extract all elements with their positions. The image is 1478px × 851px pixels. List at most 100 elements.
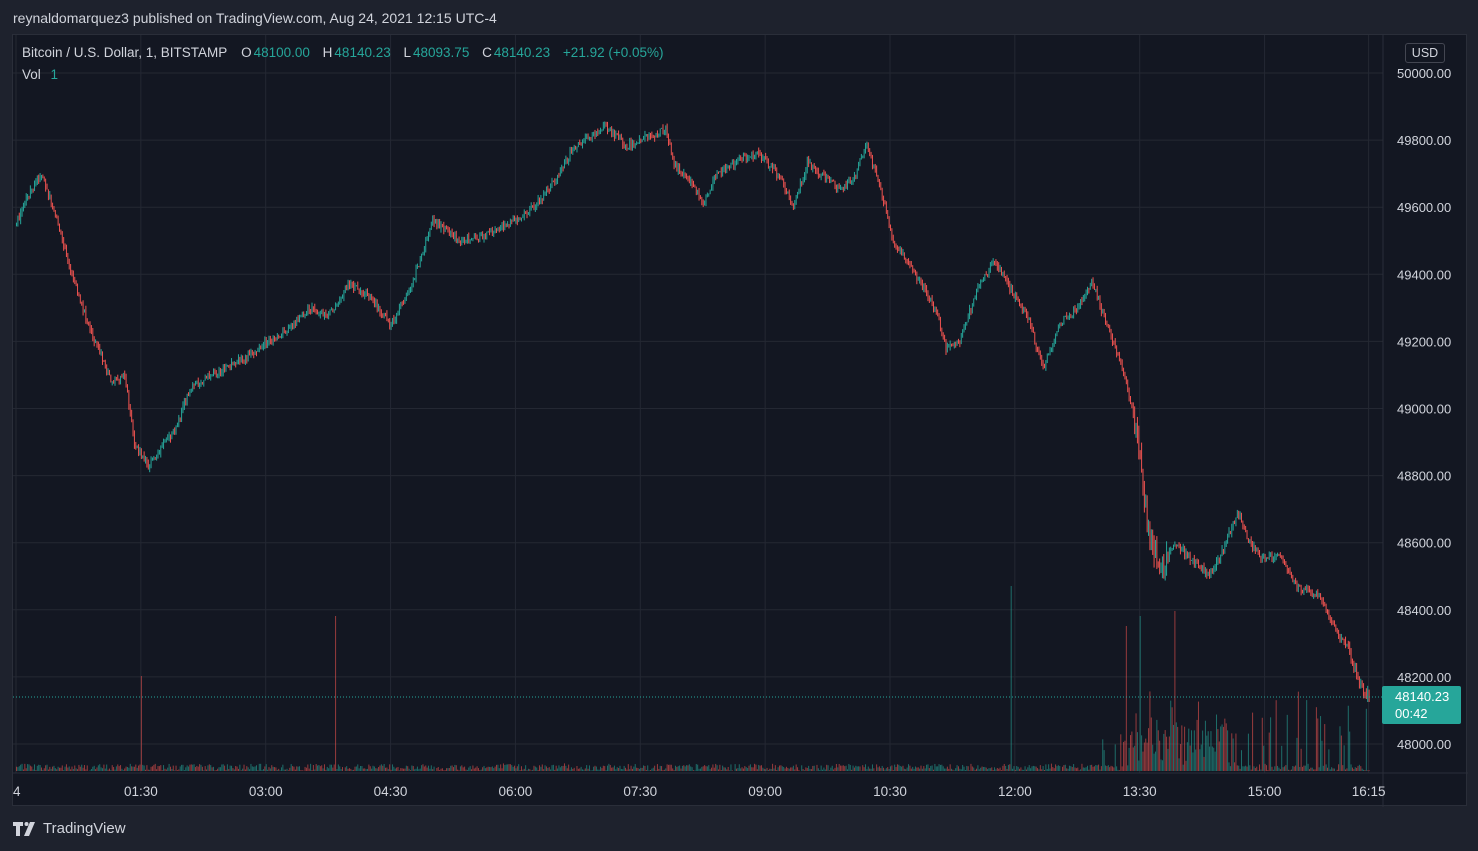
volume-bar xyxy=(432,769,434,771)
volume-bar xyxy=(572,768,574,771)
volume-bar xyxy=(1124,740,1126,771)
volume-bar xyxy=(787,767,789,771)
volume-bar xyxy=(777,767,779,771)
volume-bar xyxy=(81,764,83,771)
volume-bar xyxy=(673,770,675,771)
volume-bar xyxy=(1030,768,1032,771)
volume-bar xyxy=(694,770,696,771)
volume-bar xyxy=(711,767,713,771)
volume-bar xyxy=(823,767,825,771)
volume-bar xyxy=(107,769,109,771)
volume-bar xyxy=(1123,741,1125,771)
volume-bar xyxy=(1066,768,1068,771)
volume-bar xyxy=(203,770,205,771)
volume-bar xyxy=(537,769,539,771)
volume-bar xyxy=(856,766,858,771)
volume-bar xyxy=(350,768,352,771)
volume-bar xyxy=(749,764,751,771)
volume-bar xyxy=(196,765,198,771)
symbol-label[interactable]: Bitcoin / U.S. Dollar, 1, BITSTAMP xyxy=(22,45,228,60)
tradingview-brand[interactable]: TradingView xyxy=(13,820,126,837)
volume-bar xyxy=(311,770,313,771)
volume-bar xyxy=(891,765,893,771)
volume-bar xyxy=(582,769,584,771)
volume-bar xyxy=(1043,769,1045,771)
price-tick-label: 48000.00 xyxy=(1397,737,1451,752)
currency-button[interactable]: USD xyxy=(1405,43,1445,63)
volume-bar xyxy=(496,764,498,771)
volume-bar xyxy=(855,765,857,771)
volume-bar xyxy=(955,768,957,771)
volume-bar xyxy=(379,765,381,771)
candlestick-chart[interactable]: 48000.00 48200.00 48400.00 48600.00 48800.00… xyxy=(13,35,1468,807)
volume-bar xyxy=(1254,768,1256,771)
volume-bar xyxy=(873,768,875,771)
volume-bar xyxy=(1247,733,1249,771)
volume-bar xyxy=(887,767,889,771)
volume-bar xyxy=(1086,765,1088,771)
volume-bar xyxy=(686,765,688,771)
volume-bar xyxy=(670,764,672,771)
volume-bar xyxy=(211,767,213,771)
volume-bar xyxy=(394,768,396,771)
volume-bar xyxy=(269,768,271,771)
volume-bar xyxy=(629,769,631,771)
volume-bar xyxy=(1243,766,1245,771)
volume-bar xyxy=(419,768,421,771)
volume-bar xyxy=(1290,769,1292,771)
price-tick-label: 48400.00 xyxy=(1397,603,1451,618)
volume-bar xyxy=(505,764,507,771)
volume-bar xyxy=(501,768,503,771)
volume-bar xyxy=(342,767,344,771)
volume-bar xyxy=(1143,742,1145,771)
volume-bar xyxy=(78,764,80,771)
volume-bar xyxy=(364,768,366,771)
volume-bar xyxy=(758,764,760,771)
volume-bar xyxy=(894,764,896,771)
volume-bar xyxy=(275,767,277,771)
volume-bar xyxy=(529,769,531,771)
volume-bar xyxy=(355,766,357,771)
volume-bar xyxy=(348,768,350,771)
volume-bar xyxy=(1252,712,1254,771)
volume-bar xyxy=(436,767,438,771)
volume-bar xyxy=(669,764,671,771)
volume-bar xyxy=(1272,769,1274,771)
volume-bar xyxy=(79,766,81,771)
volume-bar xyxy=(1256,766,1258,771)
volume-bar xyxy=(547,768,549,771)
volume-bar xyxy=(46,764,48,771)
volume-bar xyxy=(527,768,529,771)
volume-bar xyxy=(447,768,449,771)
price-tick-label: 49400.00 xyxy=(1397,267,1451,282)
volume-legend[interactable]: Vol 1 xyxy=(22,67,67,82)
volume-bar xyxy=(67,767,69,771)
volume-bar xyxy=(307,764,309,771)
volume-bar xyxy=(139,764,141,771)
volume-bar xyxy=(1202,730,1204,771)
volume-bar xyxy=(769,768,771,771)
volume-bar xyxy=(892,770,894,771)
volume-bar xyxy=(1282,767,1284,771)
volume-bar xyxy=(590,770,592,771)
volume-bar xyxy=(1261,717,1263,771)
volume-bar xyxy=(1156,719,1158,771)
volume-bar xyxy=(20,764,22,771)
volume-bar xyxy=(163,765,165,771)
volume-bar xyxy=(1048,764,1050,771)
volume-bar xyxy=(77,769,79,771)
volume-bar xyxy=(178,769,180,771)
chart-frame[interactable]: 48000.00 48200.00 48400.00 48600.00 48800.00… xyxy=(12,34,1468,807)
volume-bar xyxy=(880,768,882,771)
volume-bar xyxy=(805,767,807,771)
volume-bar xyxy=(608,763,610,771)
volume-bar xyxy=(1154,751,1156,771)
volume-bar xyxy=(674,765,676,771)
volume-bar xyxy=(933,769,935,771)
volume-bar xyxy=(1235,733,1237,771)
volume-bar xyxy=(487,766,489,771)
volume-bar xyxy=(482,767,484,771)
volume-bar xyxy=(1210,731,1212,771)
volume-bar xyxy=(1271,766,1273,771)
volume-bar xyxy=(715,763,717,771)
